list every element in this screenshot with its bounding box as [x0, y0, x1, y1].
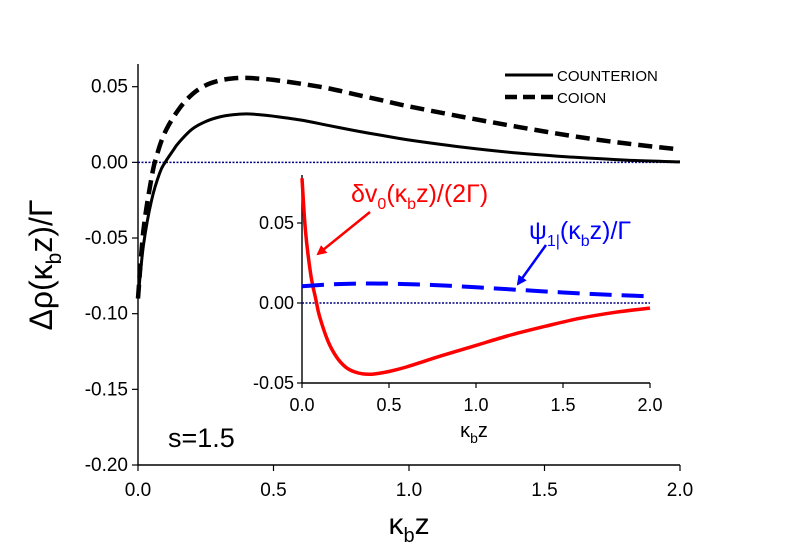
- main-plot: 0.0 0.5 1.0 1.5 2.0 -0.20-0.15-0.10-0.050.00…: [23, 64, 693, 547]
- legend-coion-label: COION: [557, 90, 606, 107]
- main-y-tick-label: -0.10: [85, 304, 128, 325]
- main-x-axis-label: κbz: [388, 508, 429, 547]
- inset-x-ticks: 0.0 0.5 1.0 1.5 2.0: [289, 383, 663, 415]
- counterion-curve: [136, 112, 681, 299]
- legend-counterion-label: COUNTERION: [557, 68, 658, 85]
- delta-v0-label-mid: (κ: [386, 180, 407, 208]
- legend: COUNTERION COION: [505, 68, 658, 107]
- main-y-tick-label: -0.20: [85, 455, 128, 476]
- main-y-label-post: z)/Γ: [23, 199, 59, 252]
- main-x-tick-label: 0.5: [260, 480, 286, 501]
- inset-y-tick-label: 0.00: [259, 293, 294, 313]
- coion-curve: [135, 75, 681, 299]
- inset-x-tick-label: 1.0: [463, 395, 488, 415]
- inset-x-axis-label: κbz: [460, 420, 488, 446]
- psi-1-curve: [301, 281, 651, 299]
- psi-1-label-sub: 1|: [547, 233, 560, 250]
- inset-background: [300, 175, 652, 383]
- delta-v0-label: δv0(κbz)/(2Γ): [351, 180, 488, 213]
- inset-x-tick-label: 0.0: [289, 395, 314, 415]
- inset-x-label-tail: z: [478, 420, 488, 442]
- main-x-ticks: 0.0 0.5 1.0 1.5 2.0: [125, 465, 693, 501]
- inset-x-label-sub: b: [470, 430, 478, 446]
- delta-v0-arrow: [316, 211, 371, 256]
- psi-1-label: ψ1|(κbz)/Γ: [529, 217, 631, 250]
- main-x-tick-label: 0.0: [125, 480, 151, 501]
- delta-v0-label-sub: 0: [377, 196, 386, 213]
- delta-v0-label-pre: δv: [351, 180, 378, 208]
- delta-v0-label-sub2: b: [407, 196, 416, 213]
- inset-x-tick-label: 2.0: [637, 395, 662, 415]
- main-x-tick-label: 1.0: [396, 480, 422, 501]
- inset-plot: 0.0 0.5 1.0 1.5 2.0 -0.050.000.05 κbz δv0(κb…: [253, 175, 663, 446]
- main-y-label-sub: b: [43, 253, 66, 265]
- s-parameter-annotation: s=1.5: [168, 423, 235, 453]
- inset-y-ticks: -0.05 0.00 0.05: [253, 213, 302, 393]
- inset-y-tick-label: 0.05: [259, 213, 294, 233]
- psi-1-arrow: [516, 244, 548, 286]
- delta-v0-label-post: z)/(2Γ): [416, 180, 488, 208]
- psi-1-label-pre: ψ: [529, 217, 547, 245]
- delta-v0-curve: [300, 178, 651, 377]
- psi-1-label-post: z)/Γ: [590, 217, 632, 245]
- inset-x-label-main: κ: [460, 420, 471, 442]
- main-x-label-sub: b: [403, 525, 414, 547]
- inset-x-tick-label: 0.5: [376, 395, 401, 415]
- psi-1-label-mid: (κ: [560, 217, 581, 245]
- main-x-tick-label: 2.0: [667, 480, 693, 501]
- inset-y-tick-label: -0.05: [253, 373, 294, 393]
- inset-x-tick-label: 1.5: [550, 395, 575, 415]
- main-y-label-pre: Δρ(κ: [23, 263, 59, 330]
- psi-1-label-sub2: b: [581, 233, 590, 250]
- main-x-label-main: κ: [388, 508, 404, 541]
- main-y-tick-label: -0.15: [85, 379, 128, 400]
- main-y-tick-label: 0.00: [91, 152, 128, 173]
- main-y-tick-label: 0.05: [91, 77, 128, 98]
- main-y-tick-label: -0.05: [85, 228, 128, 249]
- main-y-axis-label: Δρ(κbz)/Γ: [23, 199, 66, 330]
- main-y-ticks: -0.20 -0.15 -0.10 -0.05 0.00 0.05: [85, 77, 138, 476]
- main-x-label-tail: z: [415, 508, 430, 541]
- main-x-tick-label: 1.5: [531, 480, 557, 501]
